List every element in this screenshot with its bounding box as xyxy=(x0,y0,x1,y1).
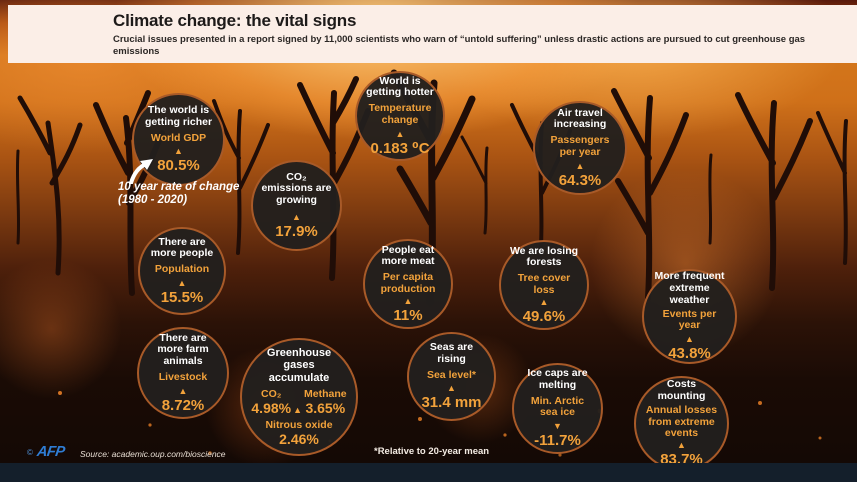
annotation-line1: 10 year rate of change xyxy=(118,181,240,193)
stat-title: There are more farm animals xyxy=(157,331,209,368)
stat-metric: Per capita production xyxy=(380,271,436,295)
stat-metric: World GDP xyxy=(150,131,207,144)
up-arrow-icon: ▲ xyxy=(292,211,301,222)
stat-title: Greenhouse gases accumulate xyxy=(266,347,332,384)
stat-title: Air travel increasing xyxy=(553,106,607,131)
annotation-line2: (1980 - 2020) xyxy=(118,194,188,207)
stat-title: Seas are rising xyxy=(429,341,474,365)
gas-value: 2.46% xyxy=(279,430,319,447)
stat-value: 15.5% xyxy=(160,288,204,306)
copyright-symbol: © xyxy=(27,448,33,457)
stat-title: More frequent extreme weather xyxy=(654,270,725,306)
gas-name: CO₂ xyxy=(261,387,282,400)
stat-circle-forests: We are losing forests Tree cover loss ▲ … xyxy=(499,240,589,330)
stat-title: We are losing forests xyxy=(509,244,579,269)
stat-metric: Annual losses from extreme events xyxy=(645,403,718,440)
stat-circle-extreme-weather: More frequent extreme weather Events per… xyxy=(642,269,737,364)
afp-logo: AFP xyxy=(35,444,66,460)
source-credit: Source: academic.oup.com/bioscience xyxy=(80,449,226,459)
up-arrow-icon: ▲ xyxy=(177,277,187,288)
stat-value: 31.4 mm xyxy=(421,394,482,412)
stat-metric: Events per year xyxy=(662,307,717,332)
stat-metric: Temperature change xyxy=(368,102,432,126)
down-arrow-icon: ▼ xyxy=(553,421,562,432)
stat-value: 49.6% xyxy=(522,307,566,325)
stat-title: Costs mounting xyxy=(657,378,706,402)
up-arrow-icon: ▲ xyxy=(174,146,183,157)
up-arrow-icon: ▲ xyxy=(539,296,549,307)
stat-circle-meat: People eat more meat Per capita producti… xyxy=(363,239,453,329)
stat-circle-temperature: World is getting hotter Temperature chan… xyxy=(355,71,445,161)
stat-title: The world is getting richer xyxy=(144,104,213,128)
page-title: Climate change: the vital signs xyxy=(113,11,357,30)
gas-name: Nitrous oxide xyxy=(265,418,333,431)
stat-value: 43.8% xyxy=(668,345,711,362)
header: Climate change: the vital signs Crucial … xyxy=(8,5,857,63)
gas-methane: Methane 3.65% xyxy=(304,388,347,416)
stat-metric: Sea level* xyxy=(426,368,477,381)
stat-circle-air-travel: Air travel increasing Passengers per yea… xyxy=(533,101,627,195)
stat-title: World is getting hotter xyxy=(366,74,434,99)
stat-title: CO₂ emissions are growing xyxy=(261,170,332,206)
stat-value: 17.9% xyxy=(275,222,318,240)
stat-value: -11.7% xyxy=(534,432,581,450)
stat-value: 8.72% xyxy=(161,396,205,414)
stat-value: 64.3% xyxy=(558,171,602,189)
stat-value: 0.183 ⁰C xyxy=(370,139,430,157)
stat-metric: Min. Arctic sea ice xyxy=(530,394,585,419)
gas-value: 3.65% xyxy=(305,399,346,416)
stat-metric: Population xyxy=(154,263,210,275)
annotation-rate-of-change: 10 year rate of change (1980 - 2020) xyxy=(118,181,239,207)
stat-metric: Tree cover loss xyxy=(517,272,571,296)
stat-circle-co2-emissions: CO₂ emissions are growing ▲ 17.9% xyxy=(251,160,342,251)
gas-co2: CO₂ 4.98% xyxy=(251,388,291,416)
gas-nitrous-oxide: Nitrous oxide 2.46% xyxy=(265,419,332,447)
stat-title: There are more people xyxy=(150,235,214,260)
gas-value: 4.98% xyxy=(251,399,292,416)
page-subtitle: Crucial issues presented in a report sig… xyxy=(113,34,806,57)
footnote: *Relative to 20-year mean xyxy=(374,446,490,457)
up-arrow-icon: ▲ xyxy=(403,295,413,306)
stat-value: 11% xyxy=(393,306,423,324)
stat-circle-sea-level: Seas are rising Sea level* ▲ 31.4 mm xyxy=(407,332,496,421)
up-arrow-icon: ▲ xyxy=(447,383,456,394)
up-arrow-icon: ▲ xyxy=(575,160,585,171)
stat-circle-arctic-ice: Ice caps are melting Min. Arctic sea ice… xyxy=(512,363,603,454)
stat-title: Ice caps are melting xyxy=(527,367,588,391)
up-arrow-icon: ▲ xyxy=(293,404,303,415)
stat-circle-livestock: There are more farm animals Livestock ▲ … xyxy=(137,327,229,419)
stat-metric: Passengers per year xyxy=(550,134,610,158)
stat-value: 80.5% xyxy=(157,157,200,175)
up-arrow-icon: ▲ xyxy=(395,128,405,139)
bottom-band xyxy=(0,463,857,482)
stat-circle-world-gdp: The world is getting richer World GDP ▲ … xyxy=(132,93,225,186)
stat-metric: Livestock xyxy=(158,370,208,383)
stat-circle-population: There are more people Population ▲ 15.5% xyxy=(138,227,226,315)
gas-row: CO₂ 4.98% ▲ Methane 3.65% xyxy=(251,388,346,416)
stat-circle-greenhouse-gases: Greenhouse gases accumulate CO₂ 4.98% ▲ … xyxy=(240,338,358,456)
stat-circle-costs: Costs mounting Annual losses from extrem… xyxy=(634,376,729,471)
up-arrow-icon: ▲ xyxy=(178,385,188,396)
stat-title: People eat more meat xyxy=(381,243,435,268)
gas-name: Methane xyxy=(304,387,347,400)
up-arrow-icon: ▲ xyxy=(685,334,694,344)
up-arrow-icon: ▲ xyxy=(677,440,686,450)
annotation-arrow-icon xyxy=(129,159,153,184)
